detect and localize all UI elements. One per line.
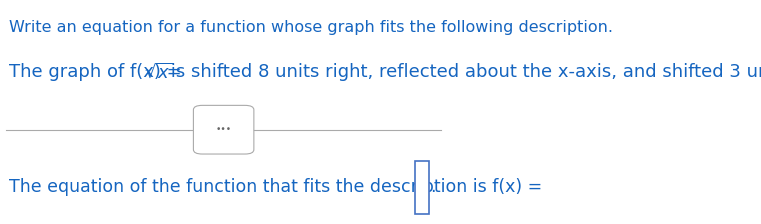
FancyBboxPatch shape: [193, 105, 254, 154]
Text: The graph of f(x) =: The graph of f(x) =: [9, 63, 188, 81]
Text: $\sqrt{x}$: $\sqrt{x}$: [144, 62, 173, 82]
Text: Write an equation for a function whose graph fits the following description.: Write an equation for a function whose g…: [9, 20, 613, 35]
Text: .: .: [431, 178, 436, 196]
Text: is shifted 8 units right, reflected about the x-axis, and shifted 3 units down.: is shifted 8 units right, reflected abou…: [165, 63, 761, 81]
FancyBboxPatch shape: [416, 161, 428, 214]
Text: The equation of the function that fits the description is f(x) =: The equation of the function that fits t…: [9, 178, 548, 196]
Text: •••: •••: [215, 125, 231, 134]
